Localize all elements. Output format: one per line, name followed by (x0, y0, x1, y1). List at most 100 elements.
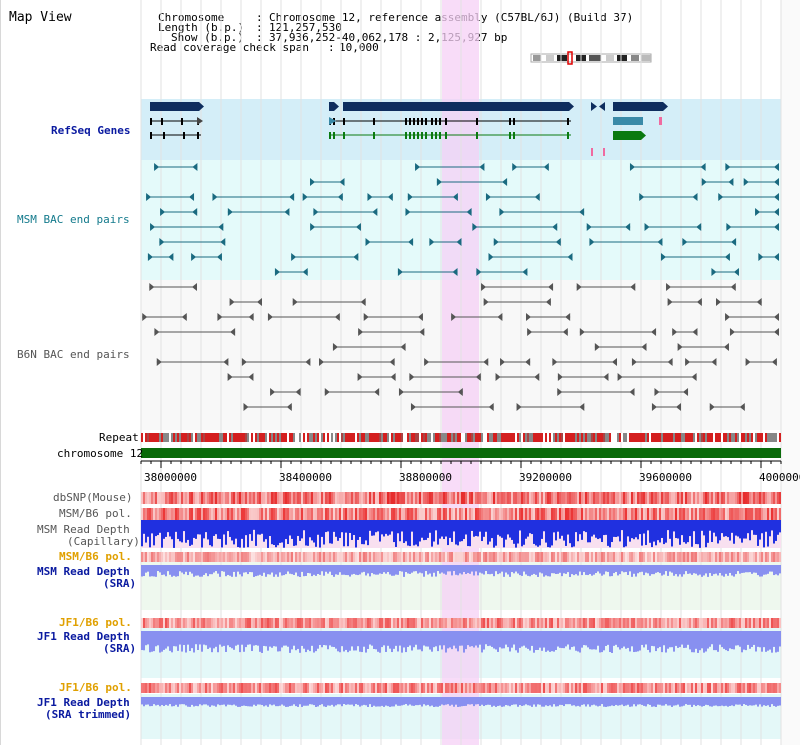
jf1-depth-trimmed-bar (393, 697, 395, 707)
jf1-depth-trimmed-bar (641, 697, 643, 705)
repeat-segment (365, 433, 367, 442)
jf1-b6-pol-bin (431, 618, 433, 628)
jf1-b6-pol-bin (341, 618, 343, 628)
jf1-depth-trimmed-bar (499, 697, 501, 706)
track-label-dbsnp[interactable]: dbSNP(Mouse) (53, 491, 133, 504)
track-label-jf1-depth-trimmed[interactable]: JF1 Read Depth (37, 696, 130, 709)
msm-b6-pol-bin (343, 508, 345, 520)
jf1-b6-pol-bin (681, 683, 683, 693)
jf1-depth-trimmed-bar (293, 697, 295, 705)
jf1-b6-pol-bin (405, 618, 407, 628)
msm-b6-pol-bin (773, 552, 775, 562)
jf1-depth-trimmed-bar (149, 697, 151, 707)
msm-b6-pol-bin (247, 508, 249, 520)
jf1-b6-pol-bin (623, 683, 625, 693)
msm-b6-pol-bin (703, 508, 705, 520)
jf1-depth-sra-bar (171, 631, 173, 653)
jf1-depth-sra-bar (281, 631, 283, 648)
msm-depth-sra-bar (473, 565, 475, 576)
msm-b6-pol-bin (681, 508, 683, 520)
track-label-msm-b6-pol-1[interactable]: MSM/B6 pol. (59, 507, 132, 520)
dbsnp-bin (595, 492, 597, 504)
msm-depth-sra-bar (423, 565, 425, 577)
jf1-depth-sra-bar (711, 631, 713, 645)
jf1-b6-pol-bin (447, 683, 449, 693)
jf1-depth-sra-bar (287, 631, 289, 647)
jf1-depth-trimmed-bar (383, 697, 385, 707)
jf1-b6-pol-bin (149, 618, 151, 628)
msm-b6-pol-bin (387, 552, 389, 562)
repeat-segment (563, 433, 565, 442)
jf1-b6-pol-bin (145, 683, 147, 693)
msm-b6-pol-bin (383, 508, 385, 520)
track-label-msm-depth-capillary[interactable]: MSM Read Depth (37, 523, 130, 536)
msm-depth-sra-bar (407, 565, 409, 574)
jf1-b6-pol-bin (715, 683, 717, 693)
jf1-b6-pol-bin (741, 618, 743, 628)
jf1-b6-pol-bin (727, 618, 729, 628)
jf1-b6-pol-bin (315, 683, 317, 693)
jf1-b6-pol-bin (325, 683, 327, 693)
track-label-jf1-b6-pol-2[interactable]: JF1/B6 pol. (59, 681, 132, 694)
dbsnp-bin (303, 492, 305, 504)
msm-depth-capillary-bar (161, 520, 163, 548)
jf1-depth-sra-bar (177, 631, 179, 651)
msm-b6-pol-bin (379, 552, 381, 562)
msm-depth-capillary-bar (355, 520, 357, 548)
jf1-b6-pol-bin (173, 683, 175, 693)
jf1-depth-trimmed-bar (543, 697, 545, 707)
jf1-b6-pol-bin (465, 683, 467, 693)
jf1-depth-trimmed-bar (525, 697, 527, 705)
track-label-msm-bac[interactable]: MSM BAC end pairs (17, 213, 130, 226)
bac-end-marker (150, 223, 156, 231)
msm-b6-pol-bin (555, 552, 557, 562)
dbsnp-bin (609, 492, 611, 504)
msm-b6-pol-bin (655, 552, 657, 562)
msm-b6-pol-bin (751, 552, 753, 562)
msm-depth-capillary-bar (207, 520, 209, 540)
msm-depth-capillary-bar (685, 520, 687, 544)
track-label-b6n-bac[interactable]: B6N BAC end pairs (17, 348, 130, 361)
jf1-depth-trimmed-bar (193, 697, 195, 707)
jf1-b6-pol-bin (679, 618, 681, 628)
jf1-b6-pol-bin (207, 618, 209, 628)
jf1-depth-sra-bar (325, 631, 327, 646)
repeat-segment (167, 433, 169, 442)
jf1-depth-trimmed-bar (517, 697, 519, 707)
jf1-b6-pol-bin (159, 683, 161, 693)
repeat-segment (327, 433, 329, 442)
jf1-depth-trimmed-bar (691, 697, 693, 707)
jf1-depth-sra-bar (245, 631, 247, 648)
jf1-depth-sra-bar (623, 631, 625, 647)
msm-b6-pol-bin (179, 552, 181, 562)
jf1-b6-pol-bin (453, 683, 455, 693)
track-label-msm-b6-pol-2[interactable]: MSM/B6 pol. (59, 550, 132, 563)
msm-depth-sra-bar (153, 565, 155, 577)
bac-end-marker (631, 358, 637, 366)
jf1-depth-trimmed-bar (265, 697, 267, 706)
dbsnp-bin (755, 492, 757, 504)
track-label-msm-depth-sra[interactable]: MSM Read Depth (37, 565, 130, 578)
repeat-segment (493, 433, 495, 442)
jf1-b6-pol-bin (463, 618, 465, 628)
track-label-refseq[interactable]: RefSeq Genes (51, 124, 131, 137)
dbsnp-bin (335, 492, 337, 504)
track-label-jf1-b6-pol-1[interactable]: JF1/B6 pol. (59, 616, 132, 629)
bac-end-marker (639, 193, 645, 201)
jf1-depth-sra-bar (359, 631, 361, 652)
track-label-chromosome[interactable]: chromosome 12 (57, 447, 144, 460)
msm-depth-capillary-bar (333, 520, 335, 532)
msm-depth-sra-bar (465, 565, 467, 575)
msm-depth-sra-bar (231, 565, 233, 577)
jf1-b6-pol-bin (479, 618, 481, 628)
msm-depth-capillary-bar (683, 520, 685, 543)
track-label-jf1-depth-sra[interactable]: JF1 Read Depth (37, 630, 130, 643)
dbsnp-bin (745, 492, 747, 504)
jf1-b6-pol-bin (265, 683, 267, 693)
track-label-repeat[interactable]: Repeat (99, 431, 139, 444)
jf1-b6-pol-bin (183, 618, 185, 628)
chromosome-ideogram[interactable] (530, 51, 652, 65)
jf1-depth-sra-bar (407, 631, 409, 647)
jf1-depth-sra-bar (433, 631, 435, 648)
